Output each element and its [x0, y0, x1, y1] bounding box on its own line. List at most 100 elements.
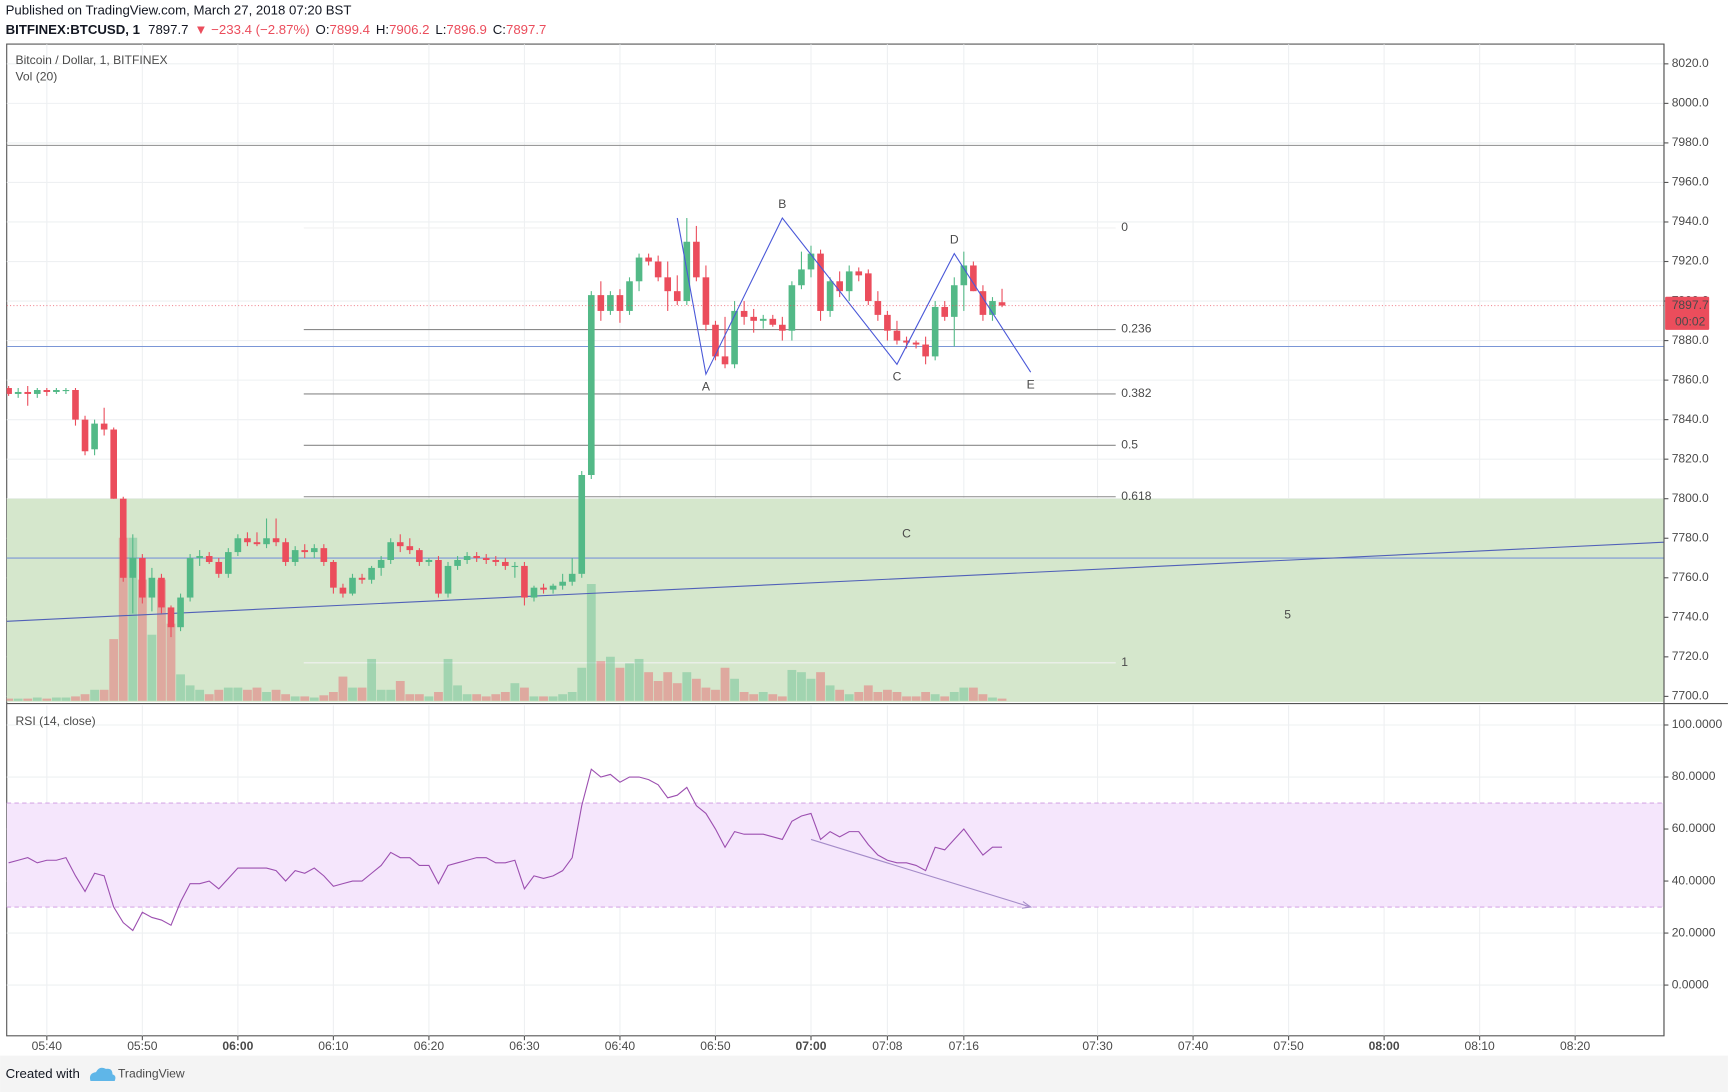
last: 7897.7	[148, 21, 188, 36]
candle-body	[521, 565, 528, 598]
volume-bar	[577, 667, 587, 701]
x-tick-label: 06:30	[509, 1039, 540, 1053]
volume-bar	[930, 694, 940, 701]
candle-body	[903, 340, 910, 343]
volume-bar	[854, 692, 864, 701]
y-tick-label: 7760.0	[1672, 570, 1709, 584]
volume-bar	[921, 692, 931, 701]
candle-body	[6, 388, 12, 394]
volume-bar	[768, 694, 778, 701]
volume-bar	[166, 623, 176, 701]
candle-body	[148, 577, 156, 598]
volume-bar	[300, 696, 310, 701]
volume-bar	[23, 698, 33, 701]
volume-bar	[443, 658, 453, 701]
l-label: L:	[435, 21, 446, 36]
y-tick-label: 7720.0	[1672, 649, 1709, 663]
candle-body	[970, 265, 977, 292]
fib-label: 0.382	[1121, 386, 1152, 400]
candle-body	[416, 550, 423, 562]
volume-bar	[730, 678, 739, 701]
candle-body	[225, 552, 232, 574]
volume-bar	[892, 692, 902, 701]
volume-bar	[128, 537, 138, 701]
countdown: 00:02	[1675, 314, 1706, 328]
volume-bar	[663, 672, 673, 701]
pattern-label: B	[778, 197, 786, 211]
y-tick-label: 7840.0	[1672, 412, 1709, 426]
volume-bar	[357, 687, 367, 701]
y-tick-label: 100.0000	[1672, 717, 1723, 731]
x-tick-label: 08:20	[1560, 1039, 1591, 1053]
x-tick-label: 08:00	[1369, 1039, 1400, 1053]
candle-body	[368, 567, 375, 580]
volume-bar	[204, 694, 214, 701]
volume-bar	[644, 672, 654, 701]
candle-body	[874, 301, 882, 315]
candle-body	[253, 542, 261, 545]
candle-body	[387, 542, 395, 560]
footer-bar	[0, 1055, 1728, 1092]
y-tick-label: 7880.0	[1672, 333, 1709, 347]
candle-body	[568, 573, 576, 582]
candle-body	[693, 241, 700, 278]
x-tick-label: 06:40	[605, 1039, 636, 1053]
volume-bar	[978, 694, 988, 701]
candle-body	[645, 257, 652, 262]
volume-bar	[797, 672, 806, 701]
symbol: BITFINEX:BTCUSD, 1	[6, 21, 140, 36]
candle-body	[673, 291, 681, 302]
change: ▼ −233.4 (−2.87%)	[194, 21, 309, 36]
volume-bar	[835, 689, 845, 701]
volume-bar	[873, 692, 883, 701]
x-tick-label: 07:08	[872, 1039, 903, 1053]
pattern-label: D	[950, 233, 959, 247]
published: Published on TradingView.com, March 27, …	[6, 3, 352, 18]
volume-bar	[414, 694, 424, 701]
candle-body	[377, 559, 385, 568]
volume-bar	[338, 676, 348, 701]
candle-body	[740, 310, 748, 317]
candle-body	[291, 550, 299, 562]
candle-body	[81, 419, 89, 452]
candle-body	[931, 306, 939, 357]
volume-bar	[233, 687, 243, 701]
candle-body	[769, 318, 777, 325]
volume-bar	[185, 685, 195, 701]
candle-body	[922, 344, 929, 357]
volume-bar	[51, 697, 61, 701]
volume-bar	[271, 689, 281, 701]
candle-body	[798, 269, 805, 286]
brand[interactable]: TradingView	[118, 1067, 185, 1081]
candle-body	[339, 587, 347, 594]
volume-bar	[367, 658, 377, 701]
candle-body	[91, 423, 98, 450]
candle-body	[893, 330, 901, 341]
volume-bar	[558, 694, 568, 701]
volume-bar	[634, 658, 644, 701]
volume-bar	[539, 696, 548, 701]
y-tick-label: 0.0000	[1672, 977, 1709, 991]
rsi-pane	[6, 705, 1664, 1036]
candle-body	[14, 391, 22, 394]
volume-bar	[328, 692, 338, 701]
candle-body	[578, 474, 586, 574]
candle-body	[119, 498, 127, 578]
candle-body	[24, 391, 32, 394]
y-tick-label: 7800.0	[1672, 491, 1709, 505]
x-tick-label: 07:16	[949, 1039, 980, 1053]
candle-body	[492, 559, 500, 562]
volume-bar	[749, 694, 759, 701]
y-tick-label: 7820.0	[1672, 451, 1709, 465]
y-tick-label: 7780.0	[1672, 530, 1709, 544]
candle-body	[635, 257, 643, 282]
volume-bar	[548, 696, 558, 701]
h-value: 7906.2	[389, 21, 429, 36]
candle-body	[664, 277, 672, 292]
volume-bar	[883, 689, 892, 701]
x-tick-label: 07:00	[796, 1039, 827, 1053]
candle-body	[396, 542, 404, 547]
candle-body	[482, 558, 490, 560]
candle-body	[110, 429, 117, 499]
